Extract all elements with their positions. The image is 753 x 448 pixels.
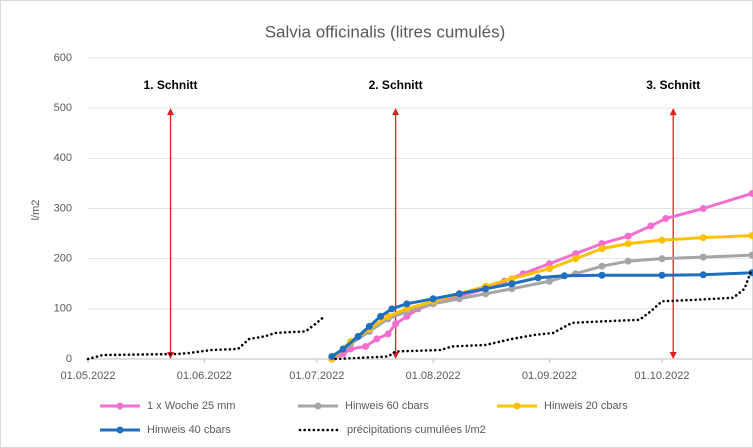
y-tick-label: 300 [54, 202, 72, 214]
arrow-head [669, 108, 677, 116]
series-marker [647, 222, 655, 230]
annotation-label: 2. Schnitt [369, 78, 423, 92]
series-marker [508, 280, 516, 288]
series-marker [392, 320, 400, 328]
series-marker [482, 285, 490, 293]
series-line [86, 267, 753, 361]
series-line [330, 234, 753, 361]
series-marker [748, 232, 753, 240]
legend-marker [116, 402, 124, 410]
series-marker [403, 300, 411, 308]
x-tick-label: 01.07.2022 [289, 370, 344, 382]
series-marker [572, 255, 580, 263]
legend-label: Hinweis 60 cbars [345, 400, 429, 412]
series-marker [354, 332, 362, 340]
series-marker [328, 352, 336, 360]
arrow-head [392, 108, 400, 116]
series-marker [365, 322, 373, 330]
series-marker [624, 257, 632, 265]
series-marker [699, 271, 707, 279]
y-axis-label: l/m2 [30, 200, 42, 221]
series-marker [699, 234, 707, 242]
series-marker [560, 272, 568, 280]
series-marker [699, 253, 707, 261]
series-marker [624, 240, 632, 248]
series-marker [658, 271, 666, 279]
series-marker [508, 275, 516, 283]
series-marker [572, 250, 580, 258]
series-marker [534, 274, 542, 282]
arrow-head [167, 352, 175, 359]
x-tick-label: 01.05.2022 [60, 370, 115, 382]
series-marker [373, 335, 381, 343]
x-tick-label: 01.10.2022 [634, 370, 689, 382]
annotation-label: 3. Schnitt [646, 78, 700, 92]
series-marker [377, 312, 385, 320]
series-marker [624, 232, 632, 240]
series-marker [662, 215, 670, 223]
series-marker [429, 295, 437, 303]
series-line [330, 253, 753, 361]
series-marker [388, 305, 396, 313]
series-marker [545, 265, 553, 273]
x-tick-label: 01.06.2022 [177, 370, 232, 382]
y-tick-label: 0 [66, 353, 72, 365]
y-tick-label: 500 [54, 102, 72, 114]
series-marker [748, 251, 753, 259]
legend-marker [116, 426, 124, 434]
series-marker [658, 255, 666, 263]
y-tick-label: 100 [54, 303, 72, 315]
series-marker [598, 245, 606, 253]
y-tick-label: 400 [54, 152, 72, 164]
series-marker [508, 285, 516, 293]
legend-label: 1 x Woche 25 mm [147, 400, 235, 412]
series-marker [362, 342, 370, 350]
legend-marker [513, 402, 521, 410]
legend-marker [314, 402, 322, 410]
arrow-head [669, 352, 677, 359]
chart-title: Salvia officinalis (litres cumulés) [265, 22, 506, 41]
legend-label: précipitations cumulées l/m2 [347, 424, 486, 436]
series-marker [598, 240, 606, 248]
x-tick-label: 01.09.2022 [522, 370, 577, 382]
arrow-head [167, 108, 175, 116]
legend-label: Hinweis 20 cbars [544, 400, 628, 412]
y-tick-label: 600 [54, 52, 72, 64]
series-marker [699, 205, 707, 212]
series-marker [403, 305, 411, 313]
annotation-label: 1. Schnitt [144, 78, 198, 92]
series-marker [403, 312, 411, 320]
series-marker [658, 236, 666, 244]
series-marker [339, 345, 347, 353]
series-marker [748, 189, 753, 197]
series-marker [482, 290, 490, 298]
y-tick-label: 200 [54, 253, 72, 265]
series-marker [455, 290, 463, 298]
series-marker [384, 330, 392, 338]
legend-label: Hinweis 40 cbars [147, 424, 231, 436]
series-marker [455, 295, 463, 303]
x-tick-label: 01.08.2022 [406, 370, 461, 382]
series-marker [384, 312, 392, 320]
series-marker [545, 277, 553, 285]
series-marker [598, 262, 606, 270]
series-marker [598, 271, 606, 279]
series-marker [545, 260, 553, 268]
